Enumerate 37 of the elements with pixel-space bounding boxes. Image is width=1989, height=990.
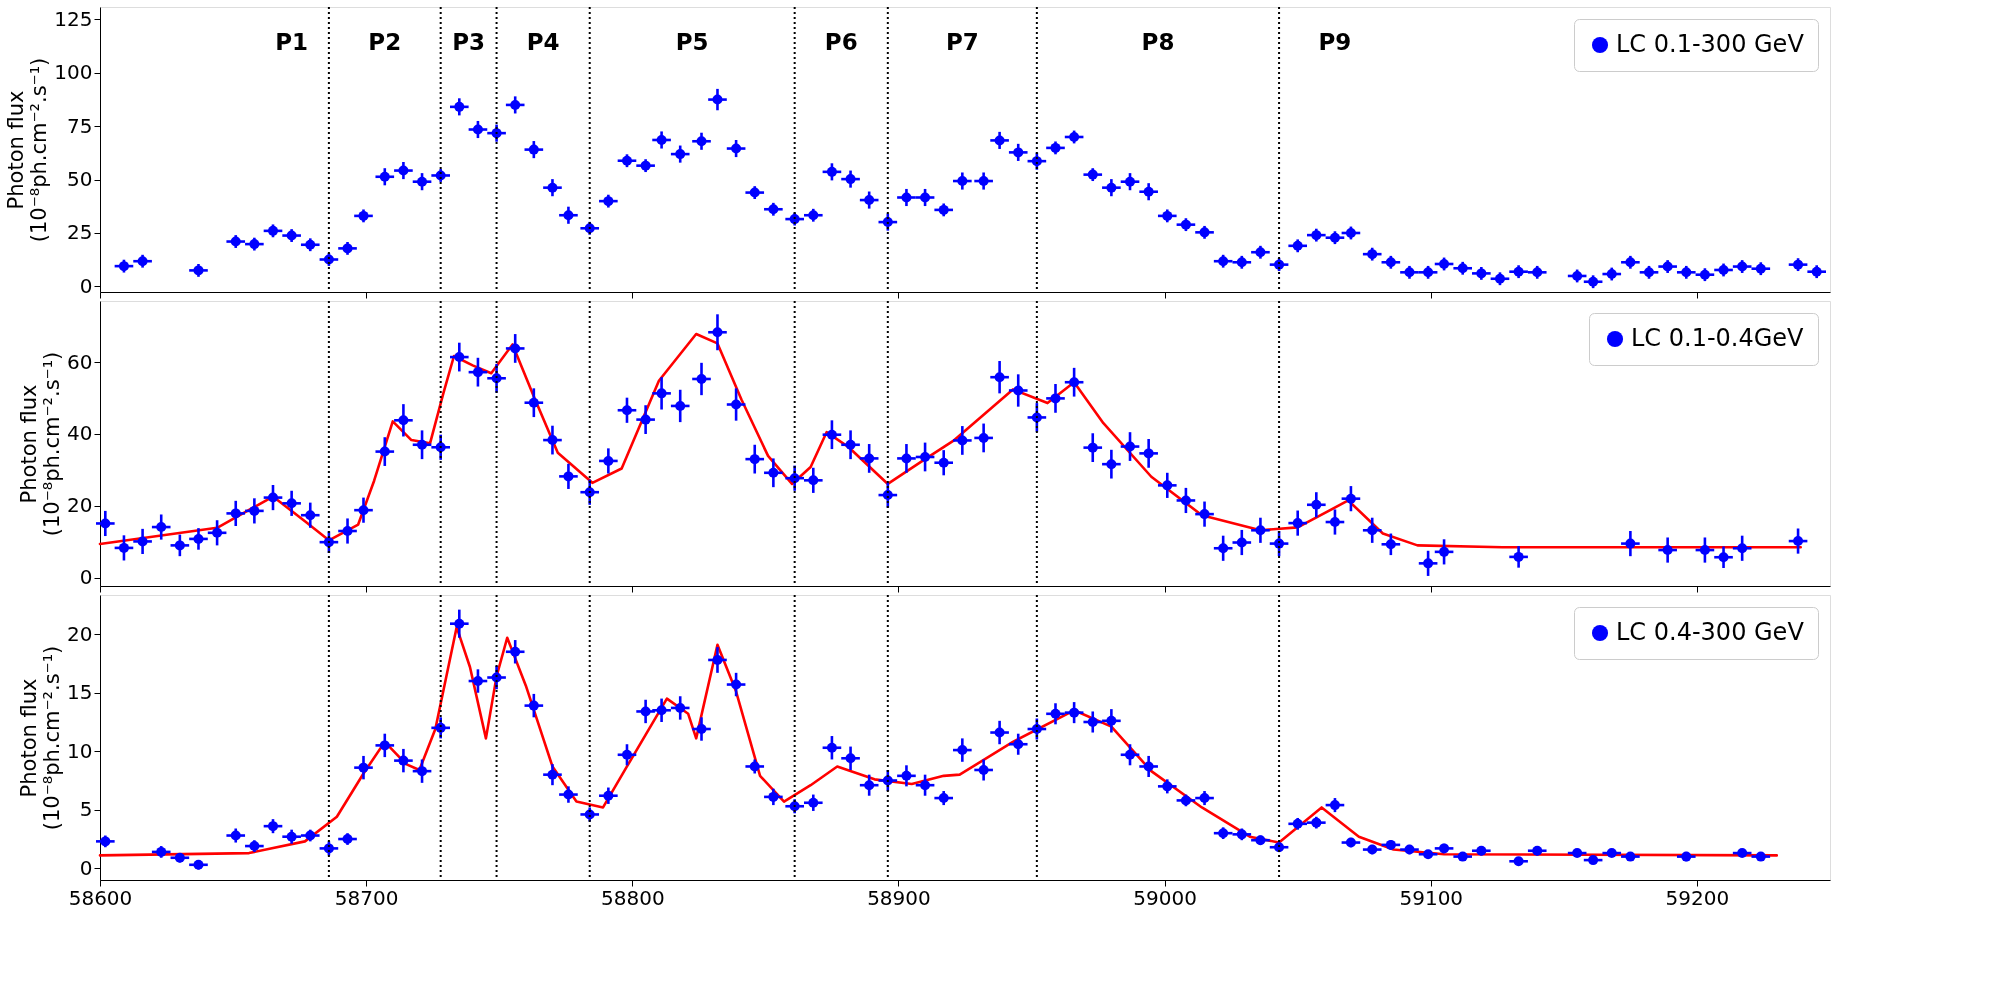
- y-tick-label: 40: [67, 421, 93, 446]
- annotation: P7: [945, 29, 979, 55]
- annotation: P5: [675, 29, 709, 55]
- legend-label: LC 0.1-300 GeV: [1616, 30, 1805, 58]
- annotation: P6: [824, 29, 858, 55]
- x-tick-label: 59200: [1665, 885, 1730, 910]
- y-tick-label: 20: [67, 493, 93, 518]
- annotation: P2: [368, 29, 402, 55]
- y-tick-label: 25: [67, 220, 93, 245]
- x-tick-label: 58900: [867, 885, 931, 910]
- y-axis-title: Photon flux (10⁻⁸ph.cm⁻².s⁻¹): [4, 57, 52, 243]
- y-tick-label: 0: [79, 855, 93, 880]
- annotation: P9: [1318, 29, 1352, 55]
- y-tick-label: 5: [79, 797, 93, 822]
- y-tick-label: 0: [79, 565, 93, 590]
- y-tick-label: 15: [67, 680, 93, 705]
- y-tick-label: 75: [67, 113, 93, 138]
- y-axis-title: Photon flux (10⁻⁸ph.cm⁻².s⁻¹): [17, 351, 65, 537]
- annotation: P4: [526, 29, 560, 55]
- legend-label: LC 0.1-0.4GeV: [1631, 324, 1805, 352]
- legend-label: LC 0.4-300 GeV: [1616, 618, 1805, 646]
- x-tick-label: 59100: [1399, 885, 1464, 910]
- x-tick-label: 58700: [334, 885, 399, 910]
- y-tick-label: 50: [67, 167, 93, 192]
- y-tick-label: 10: [67, 738, 93, 763]
- y-tick-label: 20: [67, 621, 93, 646]
- y-tick-label: 0: [79, 273, 93, 298]
- y-tick-label: 125: [54, 6, 93, 31]
- annotation: P3: [452, 29, 486, 55]
- y-tick-label: 60: [67, 349, 93, 374]
- x-tick-label: 59000: [1133, 885, 1197, 910]
- annotation: P1: [275, 29, 309, 55]
- y-axis-title: Photon flux (10⁻⁸ph.cm⁻².s⁻¹): [17, 645, 65, 831]
- annotation: P8: [1141, 29, 1175, 55]
- x-tick-label: 58600: [68, 885, 133, 910]
- x-tick-label: 58800: [601, 885, 665, 910]
- y-tick-label: 100: [54, 60, 93, 85]
